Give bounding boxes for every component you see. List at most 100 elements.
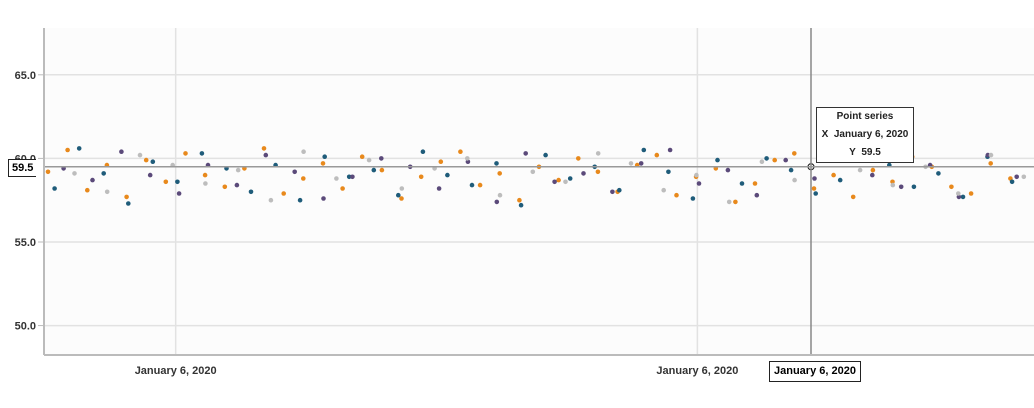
data-point[interactable] [1021,174,1027,180]
data-point[interactable] [366,157,372,163]
data-point[interactable] [281,191,287,196]
data-point[interactable] [696,181,702,186]
data-point[interactable] [857,167,863,173]
data-point[interactable] [438,159,444,164]
data-point[interactable] [90,177,95,183]
data-point[interactable] [150,159,156,164]
data-point[interactable] [371,167,377,173]
data-point[interactable] [497,192,503,198]
data-point[interactable] [831,172,836,178]
data-point[interactable] [595,151,601,156]
data-point[interactable] [297,197,303,203]
data-point[interactable] [739,181,745,186]
data-point[interactable] [420,149,426,154]
data-point[interactable] [465,156,470,161]
data-point[interactable] [359,154,365,159]
data-point[interactable] [715,157,720,163]
data-point[interactable] [261,146,267,151]
data-point[interactable] [641,147,647,153]
data-point[interactable] [968,191,974,196]
data-point[interactable] [175,179,180,185]
data-point[interactable] [399,196,404,201]
data-point[interactable] [759,159,765,164]
data-point[interactable] [610,189,615,195]
data-point[interactable] [563,179,568,185]
data-point[interactable] [176,191,182,196]
data-point[interactable] [147,172,153,178]
data-point[interactable] [101,171,106,176]
data-point[interactable] [234,182,240,188]
data-point[interactable] [666,169,671,175]
data-point[interactable] [725,167,731,173]
data-point[interactable] [988,152,994,158]
data-point[interactable] [595,169,601,175]
data-point[interactable] [960,194,966,200]
data-point[interactable] [654,152,660,158]
data-point[interactable] [556,177,561,183]
data-point[interactable] [396,192,401,198]
data-point[interactable] [690,196,696,201]
data-point[interactable] [418,174,424,180]
data-point[interactable] [733,199,738,205]
data-point[interactable] [811,186,817,191]
data-point[interactable] [477,182,483,188]
data-point[interactable] [320,161,326,166]
data-point[interactable] [301,149,306,154]
data-point[interactable] [812,176,817,181]
data-point[interactable] [694,172,699,178]
data-point[interactable] [104,189,110,195]
data-point[interactable] [1014,174,1019,180]
data-point[interactable] [936,171,941,176]
data-point[interactable] [301,176,306,181]
data-point[interactable] [667,147,673,153]
data-point[interactable] [772,157,777,163]
data-point[interactable] [137,152,143,158]
data-point[interactable] [321,196,326,201]
data-point[interactable] [956,194,962,200]
data-point[interactable] [576,156,581,161]
data-point[interactable] [248,189,254,195]
data-point[interactable] [203,181,208,186]
data-point[interactable] [76,146,82,151]
data-point[interactable] [124,194,129,200]
data-point[interactable] [890,179,895,185]
data-point[interactable] [792,177,797,183]
data-point[interactable] [379,167,385,173]
data-point[interactable] [1009,179,1015,185]
data-point[interactable] [334,176,339,181]
data-point[interactable] [65,147,70,153]
data-point[interactable] [494,161,499,166]
data-point[interactable] [85,187,90,193]
data-point[interactable] [126,201,131,206]
data-point[interactable] [911,184,917,190]
data-point[interactable] [340,186,345,191]
data-point[interactable] [752,181,758,186]
data-point[interactable] [581,171,586,176]
data-point[interactable] [530,169,536,175]
data-point[interactable] [72,171,77,176]
data-point[interactable] [837,177,843,183]
data-point[interactable] [399,186,405,191]
data-point[interactable] [202,172,208,178]
data-point[interactable] [183,151,188,156]
data-point[interactable] [517,197,522,203]
data-point[interactable] [949,184,954,190]
data-point[interactable] [850,194,856,200]
data-point[interactable] [792,151,797,156]
data-point[interactable] [985,152,991,158]
data-point[interactable] [674,192,679,198]
data-point[interactable] [764,156,769,161]
data-point[interactable] [292,169,298,175]
data-point[interactable] [988,161,993,166]
data-point[interactable] [783,157,788,163]
data-point[interactable] [445,172,450,178]
data-point[interactable] [638,161,644,166]
data-point[interactable] [898,184,904,190]
data-point[interactable] [617,187,622,193]
data-point[interactable] [754,192,760,198]
data-point[interactable] [436,186,442,191]
data-point[interactable] [458,149,463,154]
data-point[interactable] [163,179,169,185]
data-point[interactable] [518,202,524,208]
